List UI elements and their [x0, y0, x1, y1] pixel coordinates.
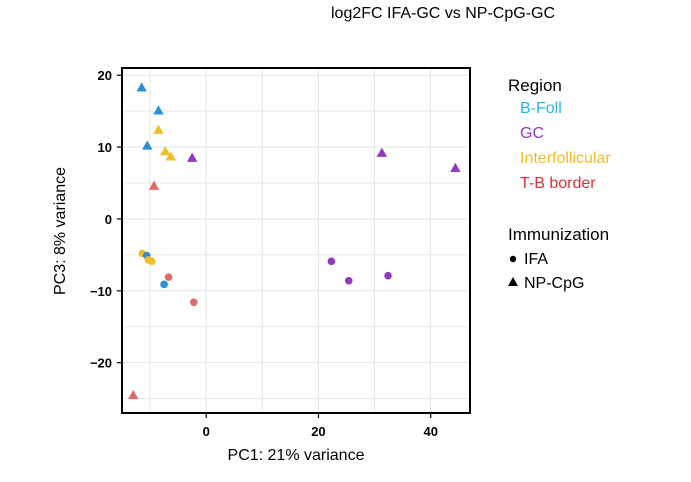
data-point-np-cpg [186, 152, 198, 162]
data-point-np-cpg [142, 140, 153, 150]
axis-ticks: 0 20 40 −20 −10 0 10 20 [90, 68, 438, 439]
legend-circle-icon [509, 255, 517, 263]
data-point-np-cpg [153, 124, 164, 134]
data-point-np-cpg [128, 389, 139, 400]
data-point-ifa [327, 257, 336, 266]
data-point-ifa [147, 257, 156, 266]
legend-region-title: Region [508, 76, 562, 95]
data-points [128, 82, 461, 400]
x-tick-label: 0 [203, 424, 210, 439]
data-point-np-cpg [148, 180, 160, 190]
legend-region-b-foll: B-Foll [520, 100, 562, 117]
y-tick-label: −10 [90, 284, 112, 299]
data-point-np-cpg [165, 151, 177, 161]
plot-border [121, 67, 471, 414]
x-tick-label: 40 [423, 424, 437, 439]
y-tick-label: 20 [98, 68, 112, 83]
data-point-ifa [160, 280, 168, 289]
data-point-np-cpg [376, 147, 388, 157]
y-tick-label: 10 [98, 140, 112, 155]
y-tick-label: 0 [105, 212, 112, 227]
data-point-np-cpg [136, 82, 147, 92]
legend-region-t-b-border: T-B border [520, 175, 596, 192]
grid [122, 68, 470, 413]
legend-immunization-ifa: IFA [524, 251, 548, 268]
legend-immunization-title: Immunization [508, 225, 609, 244]
y-tick-label: −20 [90, 356, 112, 371]
data-point-ifa [384, 271, 392, 280]
data-point-np-cpg [153, 105, 164, 115]
legend-immunization-np-cpg: NP-CpG [524, 275, 584, 292]
x-axis-label: PC1: 21% variance [228, 447, 365, 464]
chart-title: log2FC IFA-GC vs NP-CpG-GC [331, 5, 555, 22]
legend-region-gc: GC [520, 125, 544, 142]
data-point-ifa [190, 298, 198, 307]
legend: Region Immunization B-Foll GC Interfollicu… [508, 76, 611, 292]
y-axis-label: PC3: 8% variance [52, 167, 69, 295]
data-point-ifa [344, 276, 353, 285]
legend-triangle-icon [508, 277, 518, 286]
x-tick-label: 20 [311, 424, 325, 439]
data-point-ifa [164, 273, 173, 281]
legend-region-interfollicular: Interfollicular [520, 150, 611, 167]
data-point-np-cpg [450, 162, 461, 172]
data-point-np-cpg [160, 146, 171, 156]
